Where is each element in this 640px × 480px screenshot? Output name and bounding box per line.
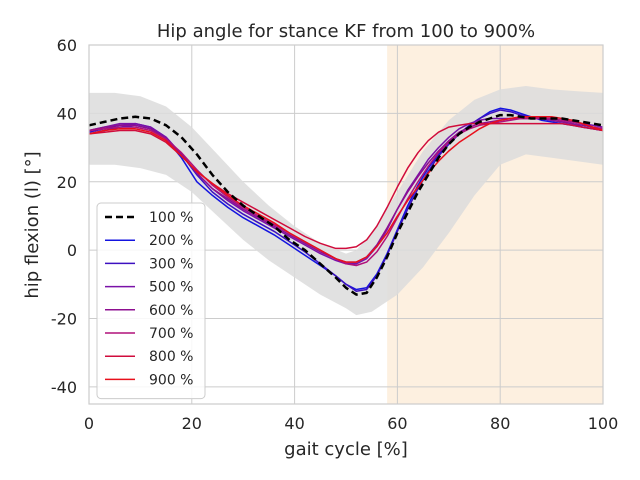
series-line-900 [88,116,604,263]
legend-label: 700 % [149,326,193,342]
y-tick-label: -40 [51,378,77,397]
variability-band [89,86,603,316]
legend-label: 900 % [149,372,193,388]
legend-label: 600 % [149,303,193,319]
legend: 100 % 200 % 300 % 500 % 600 % 700 % 800 % 900 % [96,202,206,400]
x-tick-label: 100 [588,414,619,433]
y-tick-label: 0 [67,241,77,260]
x-tick-label: 80 [490,414,510,433]
x-tick-label: 20 [182,414,202,433]
series-lines [88,107,604,296]
legend-label: 300 % [149,256,193,272]
y-tick-label: 20 [57,173,77,192]
x-tick-label: 0 [84,414,94,433]
legend-label: 800 % [149,349,193,365]
legend-label: 500 % [149,280,193,296]
chart-title: Hip angle for stance KF from 100 to 900% [157,21,535,42]
y-tick-label: -20 [51,310,77,329]
y-axis-title: hip flexion (l) [°] [22,151,43,298]
plot-border [88,44,604,405]
y-tick-label: 60 [57,36,77,55]
plot-frame [88,44,604,405]
legend-label: 200 % [149,233,193,249]
legend-label: 100 % [149,210,193,226]
x-tick-label: 40 [284,414,304,433]
series-line-100 [88,113,604,296]
x-axis-title: gait cycle [%] [284,439,408,460]
x-tick-labels: 0 20 40 60 80 100 [84,414,618,433]
legend-box [96,202,206,400]
std-band [89,86,603,316]
y-tick-label: 40 [57,104,77,123]
x-tick-label: 60 [387,414,407,433]
y-tick-labels: -40 -20 0 20 40 60 [51,36,77,397]
